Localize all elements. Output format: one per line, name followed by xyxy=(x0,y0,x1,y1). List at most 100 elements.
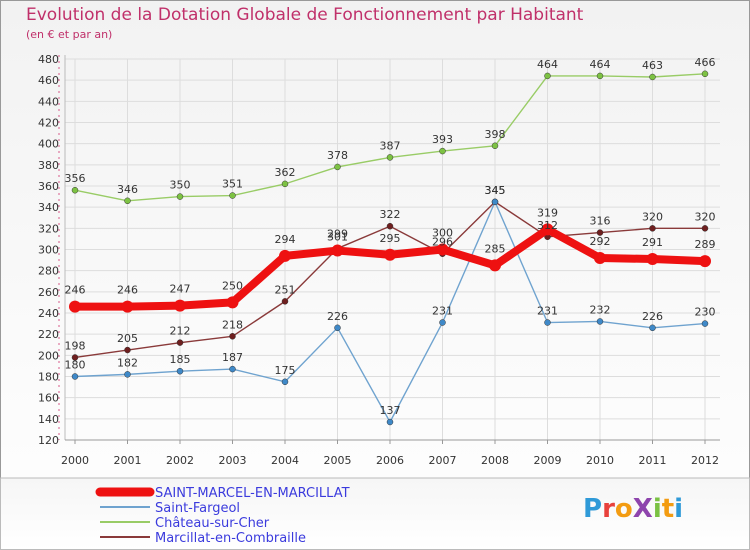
data-label-saint-marcel-en-marcillat: 291 xyxy=(642,236,663,249)
data-label-marcillat-en-combraille: 345 xyxy=(485,184,506,197)
logo-letter: i xyxy=(674,494,683,524)
y-tick-label: 340 xyxy=(38,201,59,214)
data-point-marcillat-en-combraille xyxy=(71,354,79,361)
data-point-saint-fargeol xyxy=(649,324,656,332)
data-point-marcillat-en-combraille xyxy=(124,346,131,354)
data-point-saint-marcel-en-marcillat xyxy=(436,243,449,256)
y-tick-label: 280 xyxy=(38,265,59,278)
data-label-marcillat-en-combraille: 320 xyxy=(642,210,663,223)
x-tick-label: 2011 xyxy=(639,454,667,467)
data-label-chateau-sur-cher: 398 xyxy=(485,128,506,141)
data-label-saint-fargeol: 180 xyxy=(65,359,86,372)
legend-label-saint-marcel-en-marcillat: SAINT-MARCEL-EN-MARCILLAT xyxy=(155,486,350,501)
y-tick-label: 300 xyxy=(38,244,59,257)
x-tick-label: 2004 xyxy=(271,454,299,467)
data-point-saint-marcel-en-marcillat xyxy=(174,299,186,312)
data-label-marcillat-en-combraille: 296 xyxy=(432,236,453,249)
data-label-saint-fargeol: 137 xyxy=(380,404,401,417)
y-tick-label: 440 xyxy=(38,95,59,108)
data-label-chateau-sur-cher: 464 xyxy=(537,58,558,71)
data-label-chateau-sur-cher: 464 xyxy=(590,58,611,71)
logo-letter: X xyxy=(633,494,653,524)
y-tick-label: 380 xyxy=(38,159,59,172)
data-point-marcillat-en-combraille xyxy=(176,339,184,346)
y-tick-label: 160 xyxy=(38,392,59,405)
legend-items: SAINT-MARCEL-EN-MARCILLATSaint-FargeolCh… xyxy=(95,486,350,546)
data-label-marcillat-en-combraille: 205 xyxy=(117,332,138,345)
legend-label-chateau-sur-cher: Château-sur-Cher xyxy=(155,516,270,531)
data-point-saint-marcel-en-marcillat xyxy=(331,244,344,257)
data-point-marcillat-en-combraille xyxy=(596,229,604,236)
data-point-saint-marcel-en-marcillat xyxy=(69,300,81,313)
x-tick-label: 2009 xyxy=(534,454,562,467)
y-tick-label: 400 xyxy=(38,138,59,151)
data-label-saint-fargeol: 175 xyxy=(275,364,296,377)
x-tick-label: 2012 xyxy=(691,454,719,467)
y-tick-label: 180 xyxy=(38,371,59,384)
data-point-saint-marcel-en-marcillat xyxy=(699,255,711,268)
data-point-saint-fargeol xyxy=(596,318,604,325)
data-label-marcillat-en-combraille: 316 xyxy=(590,215,611,228)
data-label-saint-marcel-en-marcillat: 292 xyxy=(590,235,611,248)
data-point-chateau-sur-cher xyxy=(229,192,236,199)
x-tick-label: 2001 xyxy=(114,454,142,467)
data-point-chateau-sur-cher xyxy=(386,154,394,161)
data-label-chateau-sur-cher: 463 xyxy=(642,59,663,72)
data-label-chateau-sur-cher: 393 xyxy=(432,133,453,146)
data-label-chateau-sur-cher: 362 xyxy=(275,166,296,179)
data-label-saint-fargeol: 187 xyxy=(222,351,243,364)
data-label-saint-fargeol: 182 xyxy=(117,356,138,369)
logo-letter: o xyxy=(615,494,633,524)
data-label-saint-marcel-en-marcillat: 246 xyxy=(65,284,86,297)
logo-letter: r xyxy=(602,494,615,524)
data-label-marcillat-en-combraille: 320 xyxy=(695,210,716,223)
data-label-chateau-sur-cher: 350 xyxy=(170,179,191,192)
x-tick-label: 2007 xyxy=(429,454,457,467)
data-label-saint-marcel-en-marcillat: 289 xyxy=(695,238,716,251)
x-tick-label: 2008 xyxy=(481,454,509,467)
data-point-marcillat-en-combraille xyxy=(229,333,236,340)
data-label-chateau-sur-cher: 387 xyxy=(380,139,401,152)
data-point-saint-fargeol xyxy=(124,371,131,378)
data-point-saint-marcel-en-marcillat xyxy=(279,249,291,262)
data-label-saint-fargeol: 231 xyxy=(537,305,558,318)
x-tick-label: 2002 xyxy=(166,454,194,467)
data-point-saint-marcel-en-marcillat xyxy=(121,300,134,313)
data-point-chateau-sur-cher xyxy=(596,72,604,80)
data-point-chateau-sur-cher xyxy=(281,180,289,188)
x-tick-label: 2010 xyxy=(586,454,614,467)
data-label-saint-marcel-en-marcillat: 319 xyxy=(537,206,558,219)
y-tick-label: 240 xyxy=(38,307,59,320)
y-tick-label: 120 xyxy=(38,434,59,447)
x-tick-label: 2006 xyxy=(376,454,404,467)
y-tick-label: 200 xyxy=(38,349,59,362)
data-label-marcillat-en-combraille: 218 xyxy=(222,318,243,331)
data-label-saint-fargeol: 231 xyxy=(432,305,453,318)
data-point-chateau-sur-cher xyxy=(439,147,446,155)
y-tick-label: 260 xyxy=(38,286,59,299)
data-label-marcillat-en-combraille: 198 xyxy=(65,339,86,352)
chart-title: Evolution de la Dotation Globale de Fonc… xyxy=(26,5,584,25)
y-tick-label: 320 xyxy=(38,222,59,235)
data-point-saint-fargeol xyxy=(544,319,551,326)
data-label-saint-marcel-en-marcillat: 294 xyxy=(275,233,296,246)
data-label-saint-fargeol: 345 xyxy=(485,184,506,197)
data-point-saint-fargeol xyxy=(439,319,446,326)
y-tick-label: 420 xyxy=(38,117,59,130)
axes: 120 140 160 180 200 220 240 260 280 300 320 340 360 3… xyxy=(38,53,720,467)
data-label-saint-fargeol: 232 xyxy=(590,303,611,316)
data-point-marcillat-en-combraille xyxy=(386,222,394,230)
grid xyxy=(65,58,720,441)
data-point-marcillat-en-combraille xyxy=(649,225,656,232)
data-point-saint-fargeol xyxy=(71,373,79,380)
data-point-saint-fargeol xyxy=(334,324,341,332)
y-tick-label: 360 xyxy=(38,180,59,193)
chart-subtitle: (en € et par an) xyxy=(26,28,112,41)
y-tick-label: 140 xyxy=(38,413,59,426)
x-tick-label: 2003 xyxy=(219,454,247,467)
data-point-saint-marcel-en-marcillat xyxy=(541,223,554,236)
data-label-chateau-sur-cher: 351 xyxy=(222,178,243,191)
data-point-saint-fargeol xyxy=(701,320,709,327)
data-label-saint-fargeol: 230 xyxy=(695,306,716,319)
logo-letter: i xyxy=(653,494,662,524)
